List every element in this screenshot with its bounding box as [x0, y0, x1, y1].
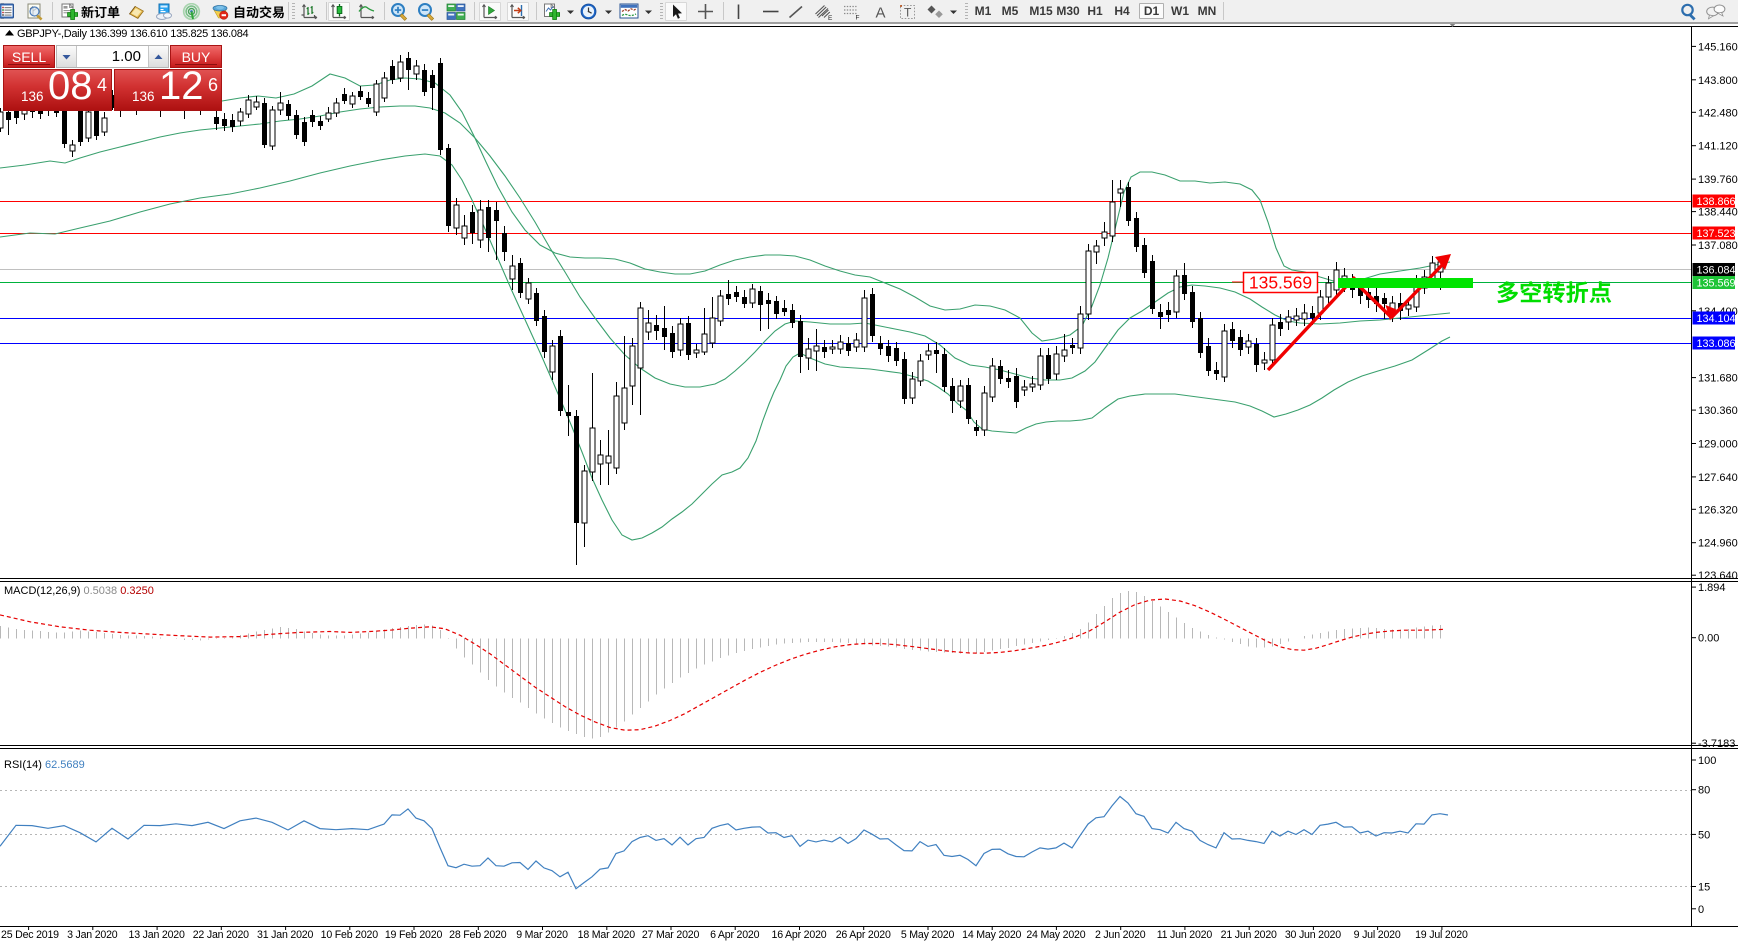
svg-text:15: 15 [1698, 882, 1710, 894]
svg-text:14 May 2020: 14 May 2020 [962, 929, 1021, 941]
svg-text:0: 0 [1698, 904, 1704, 916]
svg-text:25 Dec 2019: 25 Dec 2019 [1, 929, 59, 941]
svg-text:136.084: 136.084 [1697, 265, 1736, 277]
svg-text:19 Feb 2020: 19 Feb 2020 [385, 929, 443, 941]
svg-text:21 Jun 2020: 21 Jun 2020 [1221, 929, 1277, 941]
svg-text:139.760: 139.760 [1698, 174, 1738, 186]
svg-text:135.569: 135.569 [1249, 273, 1312, 293]
svg-text:137.523: 137.523 [1697, 228, 1736, 240]
svg-text:22 Jan 2020: 22 Jan 2020 [193, 929, 249, 941]
svg-text:141.120: 141.120 [1698, 141, 1738, 153]
svg-text:31 Jan 2020: 31 Jan 2020 [257, 929, 313, 941]
svg-text:130.360: 130.360 [1698, 405, 1738, 417]
svg-text:126.320: 126.320 [1698, 504, 1738, 516]
svg-text:E: E [828, 15, 833, 21]
svg-text:30 Jun 2020: 30 Jun 2020 [1285, 929, 1341, 941]
svg-text:-3.7183: -3.7183 [1698, 738, 1735, 750]
svg-text:26 Apr 2020: 26 Apr 2020 [836, 929, 891, 941]
svg-text:135.569: 135.569 [1697, 278, 1736, 290]
svg-text:143.800: 143.800 [1698, 75, 1738, 87]
svg-text:5 May 2020: 5 May 2020 [901, 929, 955, 941]
svg-text:RSI(14) 62.5689: RSI(14) 62.5689 [4, 759, 85, 771]
svg-text:129.000: 129.000 [1698, 439, 1738, 451]
svg-text:123.640: 123.640 [1698, 570, 1738, 582]
svg-text:3 Jan 2020: 3 Jan 2020 [67, 929, 118, 941]
svg-text:0.00: 0.00 [1698, 633, 1719, 645]
svg-text:9 Jul 2020: 9 Jul 2020 [1354, 929, 1401, 941]
svg-text:133.086: 133.086 [1697, 338, 1736, 350]
svg-text:138.440: 138.440 [1698, 207, 1738, 219]
svg-text:100: 100 [1698, 755, 1716, 767]
svg-text:24 May 2020: 24 May 2020 [1026, 929, 1085, 941]
svg-text:28 Feb 2020: 28 Feb 2020 [449, 929, 507, 941]
svg-text:9 Mar 2020: 9 Mar 2020 [516, 929, 568, 941]
svg-text:10 Feb 2020: 10 Feb 2020 [321, 929, 379, 941]
svg-text:MACD(12,26,9) 0.5038 0.3250: MACD(12,26,9) 0.5038 0.3250 [4, 585, 154, 597]
svg-text:16 Apr 2020: 16 Apr 2020 [772, 929, 827, 941]
svg-text:124.960: 124.960 [1698, 538, 1738, 550]
svg-text:13 Jan 2020: 13 Jan 2020 [129, 929, 185, 941]
svg-text:134.104: 134.104 [1697, 313, 1736, 325]
svg-text:2 Jun 2020: 2 Jun 2020 [1095, 929, 1146, 941]
svg-text:50: 50 [1698, 829, 1710, 841]
svg-text:F: F [856, 14, 860, 21]
svg-text:137.080: 137.080 [1698, 240, 1738, 252]
svg-text:127.640: 127.640 [1698, 472, 1738, 484]
svg-text:GBPJPY-,Daily 136.399 136.610: GBPJPY-,Daily 136.399 136.610 135.825 13… [17, 28, 249, 40]
svg-text:1.894: 1.894 [1698, 582, 1726, 594]
svg-text:A: A [876, 4, 886, 21]
svg-text:138.866: 138.866 [1697, 196, 1736, 208]
svg-text:18 Mar 2020: 18 Mar 2020 [578, 929, 636, 941]
svg-text:11 Jun 2020: 11 Jun 2020 [1157, 929, 1213, 941]
svg-text:6 Apr 2020: 6 Apr 2020 [710, 929, 760, 941]
svg-text:142.480: 142.480 [1698, 107, 1738, 119]
svg-text:T: T [904, 5, 912, 19]
svg-text:27 Mar 2020: 27 Mar 2020 [642, 929, 700, 941]
svg-text:131.680: 131.680 [1698, 373, 1738, 385]
svg-text:19 Jul 2020: 19 Jul 2020 [1415, 929, 1468, 941]
svg-text:80: 80 [1698, 785, 1710, 797]
svg-text:145.160: 145.160 [1698, 41, 1738, 53]
